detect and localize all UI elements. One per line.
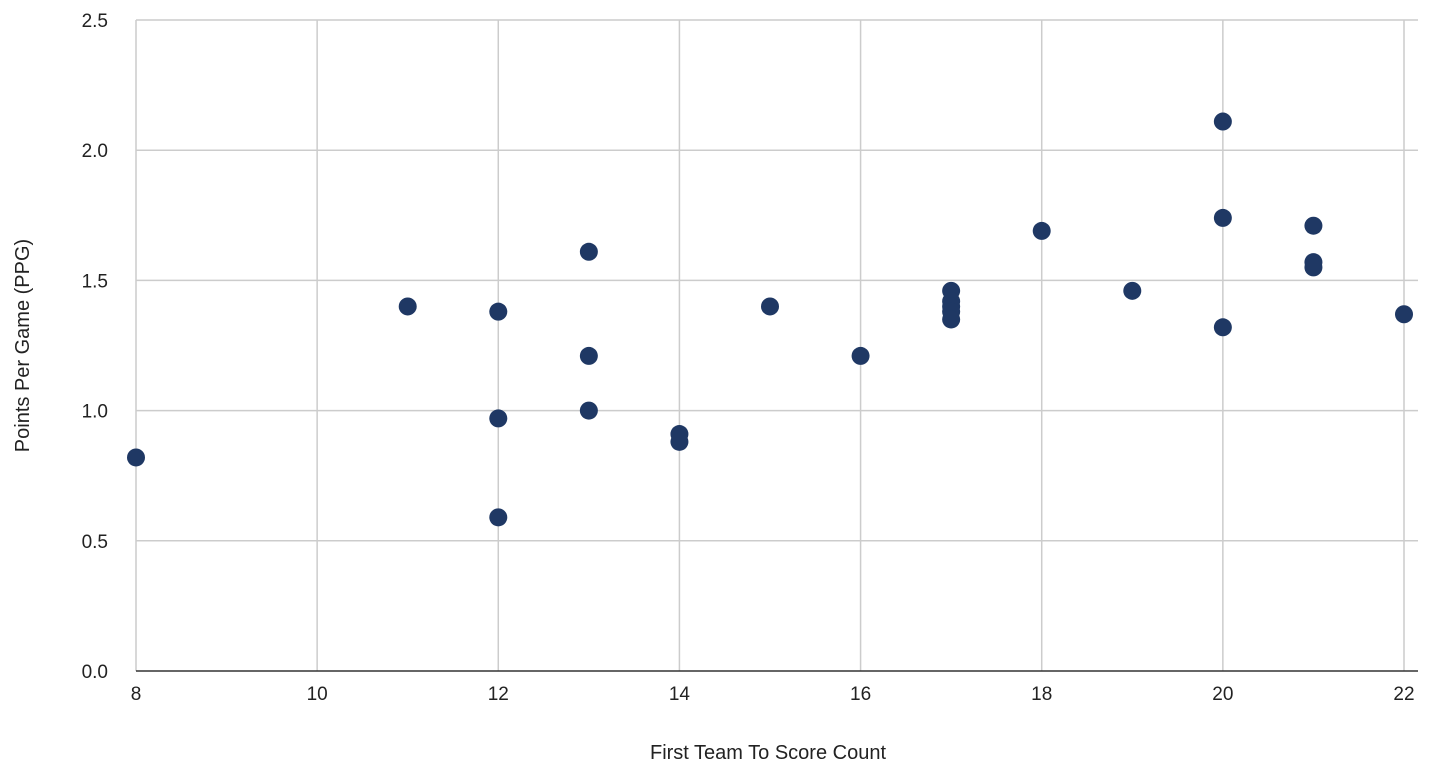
data-point xyxy=(1213,112,1232,131)
x-tick-label: 14 xyxy=(669,684,691,705)
data-point xyxy=(942,310,961,329)
data-point xyxy=(489,409,508,428)
y-tick-label: 1.0 xyxy=(82,402,108,423)
data-point xyxy=(670,432,689,451)
y-axis-title: Points Per Game (PPG) xyxy=(12,239,34,452)
x-axis-ticks: 8 10 12 14 16 18 20 22 xyxy=(131,684,1415,705)
x-tick-label: 12 xyxy=(488,684,509,705)
y-tick-label: 0.0 xyxy=(82,662,108,683)
data-point xyxy=(398,297,417,316)
data-point xyxy=(851,346,870,365)
data-point xyxy=(1213,208,1232,227)
data-point xyxy=(1032,221,1051,240)
data-point xyxy=(1304,216,1323,235)
y-tick-label: 2.0 xyxy=(82,141,108,162)
x-tick-label: 20 xyxy=(1212,684,1233,705)
y-axis-ticks: 0.0 0.5 1.0 1.5 2.0 2.5 xyxy=(82,11,108,683)
y-tick-label: 1.5 xyxy=(82,271,108,292)
x-tick-label: 10 xyxy=(307,684,328,705)
data-points xyxy=(127,112,1413,527)
data-point xyxy=(579,242,598,261)
data-point xyxy=(1213,318,1232,337)
y-tick-label: 0.5 xyxy=(82,532,108,553)
data-point xyxy=(1304,258,1323,277)
data-point xyxy=(579,401,598,420)
data-point xyxy=(489,302,508,321)
data-point xyxy=(1395,305,1413,324)
x-tick-label: 16 xyxy=(850,684,871,705)
x-tick-label: 22 xyxy=(1393,684,1414,705)
x-tick-label: 18 xyxy=(1031,684,1052,705)
data-point xyxy=(489,508,508,527)
data-point xyxy=(761,297,779,316)
x-axis-title: First Team To Score Count xyxy=(650,742,886,764)
data-point xyxy=(579,346,598,365)
data-point xyxy=(127,448,145,467)
x-tick-label: 8 xyxy=(131,684,142,705)
data-point xyxy=(1123,281,1142,300)
y-tick-label: 2.5 xyxy=(82,11,108,32)
